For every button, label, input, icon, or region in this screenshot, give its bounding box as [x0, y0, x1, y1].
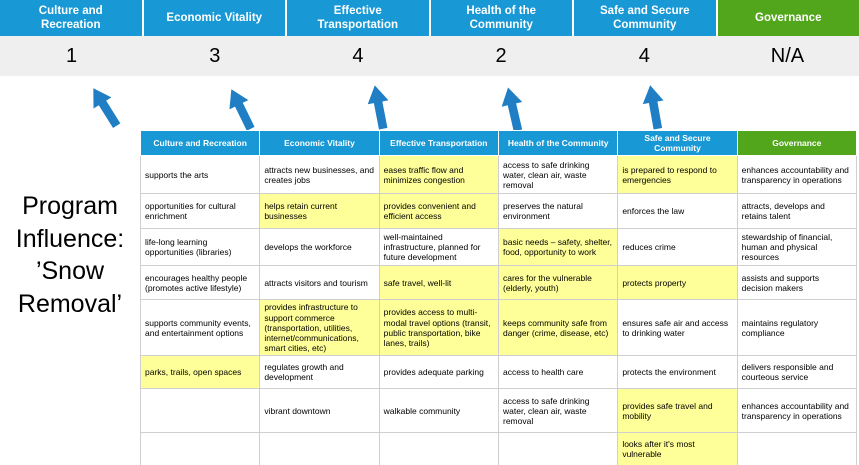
matrix-row-1: supports the arts attracts new businesses… — [139, 155, 858, 195]
matrix-cell-r4-c2: attracts visitors and tourism — [259, 265, 380, 301]
summary-label-4: Safe and Secure Community — [572, 0, 716, 36]
summary-label-3: Health of the Community — [428, 0, 572, 36]
matrix-row-7: vibrant downtown walkable community access… — [139, 388, 858, 434]
matrix-cell-r6-c4: access to health care — [497, 355, 619, 390]
matrix-cell-r8-c6 — [736, 432, 858, 465]
matrix-cell-r6-c6: delivers responsible and courteous servi… — [736, 355, 858, 390]
matrix-cell-r6-c2: regulates growth and development — [259, 355, 380, 390]
matrix-cell-r2-c4: preserves the natural environment — [497, 193, 619, 230]
matrix-cell-r2-c1: opportunities for cultural enrichment — [139, 193, 261, 230]
summary-label-2: Effective Transportation — [285, 0, 429, 36]
summary-score-0: 1 — [66, 44, 78, 67]
matrix-cell-r6-c1: parks, trails, open spaces — [139, 355, 261, 390]
matrix-row-4: encourages healthy people (promotes acti… — [139, 265, 858, 301]
matrix-cell-r4-c5: protects property — [617, 265, 738, 301]
matrix-header-4: Safe and Secure Community — [617, 129, 738, 157]
matrix-cell-r8-c3 — [378, 432, 499, 465]
matrix-cell-r4-c1: encourages healthy people (promotes acti… — [139, 265, 261, 301]
matrix-header: Culture and Recreation Economic Vitality E… — [139, 129, 858, 157]
matrix-cell-r1-c5: is prepared to respond to emergencies — [617, 155, 738, 195]
summary-score-2: 4 — [352, 44, 364, 67]
matrix-cell-r1-c3: eases traffic flow and minimizes congest… — [378, 155, 499, 195]
matrix-cell-r8-c5: looks after it's most vulnerable — [617, 432, 738, 465]
matrix-cell-r3-c4: basic needs – safety, shelter, food, opp… — [497, 228, 619, 267]
matrix-cell-r6-c5: protects the environment — [617, 355, 738, 390]
summary-score-1: 3 — [209, 44, 221, 67]
matrix-cell-r1-c1: supports the arts — [139, 155, 261, 195]
influence-matrix: Culture and Recreation Economic Vitality E… — [139, 129, 858, 465]
matrix-cell-r5-c4: keeps community safe from danger (crime,… — [497, 299, 619, 357]
summary-label-1: Economic Vitality — [141, 0, 285, 36]
matrix-cell-r7-c4: access to safe drinking water, clean air… — [497, 388, 619, 434]
summary-score-5: N/A — [770, 44, 805, 67]
matrix-cell-r7-c2: vibrant downtown — [259, 388, 380, 434]
summary-score-3: 2 — [495, 44, 507, 67]
summary-label-0: Culture and Recreation — [0, 0, 142, 36]
score-row: 1 3 4 2 4 N/A — [0, 36, 859, 76]
matrix-cell-r5-c2: provides infrastructure to support comme… — [259, 299, 380, 357]
program-influence-title: Program Influence: ’Snow Removal’ — [15, 192, 125, 318]
matrix-cell-r2-c3: provides convenient and efficient access — [378, 193, 499, 230]
matrix-row-5: supports community events, and entertain… — [139, 299, 858, 357]
matrix-cell-r5-c6: maintains regulatory compliance — [736, 299, 858, 357]
matrix-cell-r4-c6: assists and supports decision makers — [736, 265, 858, 301]
up-arrow-icon — [82, 81, 128, 134]
summary-score-4: 4 — [638, 44, 650, 67]
matrix-cell-r5-c3: provides access to multi-modal travel op… — [378, 299, 499, 357]
matrix-cell-r3-c5: reduces crime — [617, 228, 738, 267]
matrix-row-8: looks after it's most vulnerable — [139, 432, 858, 465]
matrix-cell-r5-c5: ensures safe air and access to drinking … — [617, 299, 738, 357]
matrix-cell-r2-c2: helps retain current businesses — [259, 193, 380, 230]
matrix-cell-r1-c6: enhances accountability and transparency… — [736, 155, 858, 195]
matrix-header-3: Health of the Community — [497, 129, 619, 157]
matrix-cell-r3-c2: develops the workforce — [259, 228, 380, 267]
matrix-cell-r7-c3: walkable community — [378, 388, 499, 434]
matrix-header-2: Effective Transportation — [378, 129, 499, 157]
matrix-body: supports the arts attracts new businesses… — [139, 155, 858, 465]
matrix-cell-r8-c1 — [139, 432, 261, 465]
matrix-cell-r2-c6: attracts, develops and retains talent — [736, 193, 858, 230]
matrix-cell-r3-c3: well-maintained infrastructure, planned … — [378, 228, 499, 267]
matrix-cell-r4-c4: cares for the vulnerable (elderly, youth… — [497, 265, 619, 301]
matrix-cell-r7-c1 — [139, 388, 261, 434]
matrix-cell-r8-c2 — [259, 432, 380, 465]
matrix-cell-r5-c1: supports community events, and entertain… — [139, 299, 261, 357]
matrix-cell-r8-c4 — [497, 432, 619, 465]
up-arrow-icon — [495, 84, 531, 135]
summary-label-5: Governance — [715, 0, 859, 36]
matrix-cell-r7-c6: enhances accountability and transparency… — [736, 388, 858, 434]
matrix-row-6: parks, trails, open spaces regulates grow… — [139, 355, 858, 390]
matrix-cell-r3-c6: stewardship of financial, human and phys… — [736, 228, 858, 267]
matrix-cell-r1-c2: attracts new businesses, and creates job… — [259, 155, 380, 195]
matrix-cell-r1-c4: access to safe drinking water, clean air… — [497, 155, 619, 195]
up-arrow-icon — [219, 83, 263, 136]
matrix-row-3: life-long learning opportunities (librar… — [139, 228, 858, 267]
matrix-cell-r3-c1: life-long learning opportunities (librar… — [139, 228, 261, 267]
matrix-row-2: opportunities for cultural enrichment hel… — [139, 193, 858, 230]
matrix-header-1: Economic Vitality — [259, 129, 380, 157]
matrix-cell-r7-c5: provides safe travel and mobility — [617, 388, 738, 434]
matrix-header-0: Culture and Recreation — [139, 129, 261, 157]
matrix-cell-r2-c5: enforces the law — [617, 193, 738, 230]
up-arrow-icon — [362, 82, 396, 132]
priority-header-row: Culture and Recreation Economic Vitality E… — [0, 0, 859, 36]
matrix-cell-r6-c3: provides adequate parking — [378, 355, 499, 390]
up-arrow-icon — [637, 82, 671, 132]
matrix-cell-r4-c3: safe travel, well-lit — [378, 265, 499, 301]
matrix-header-5: Governance — [736, 129, 858, 157]
